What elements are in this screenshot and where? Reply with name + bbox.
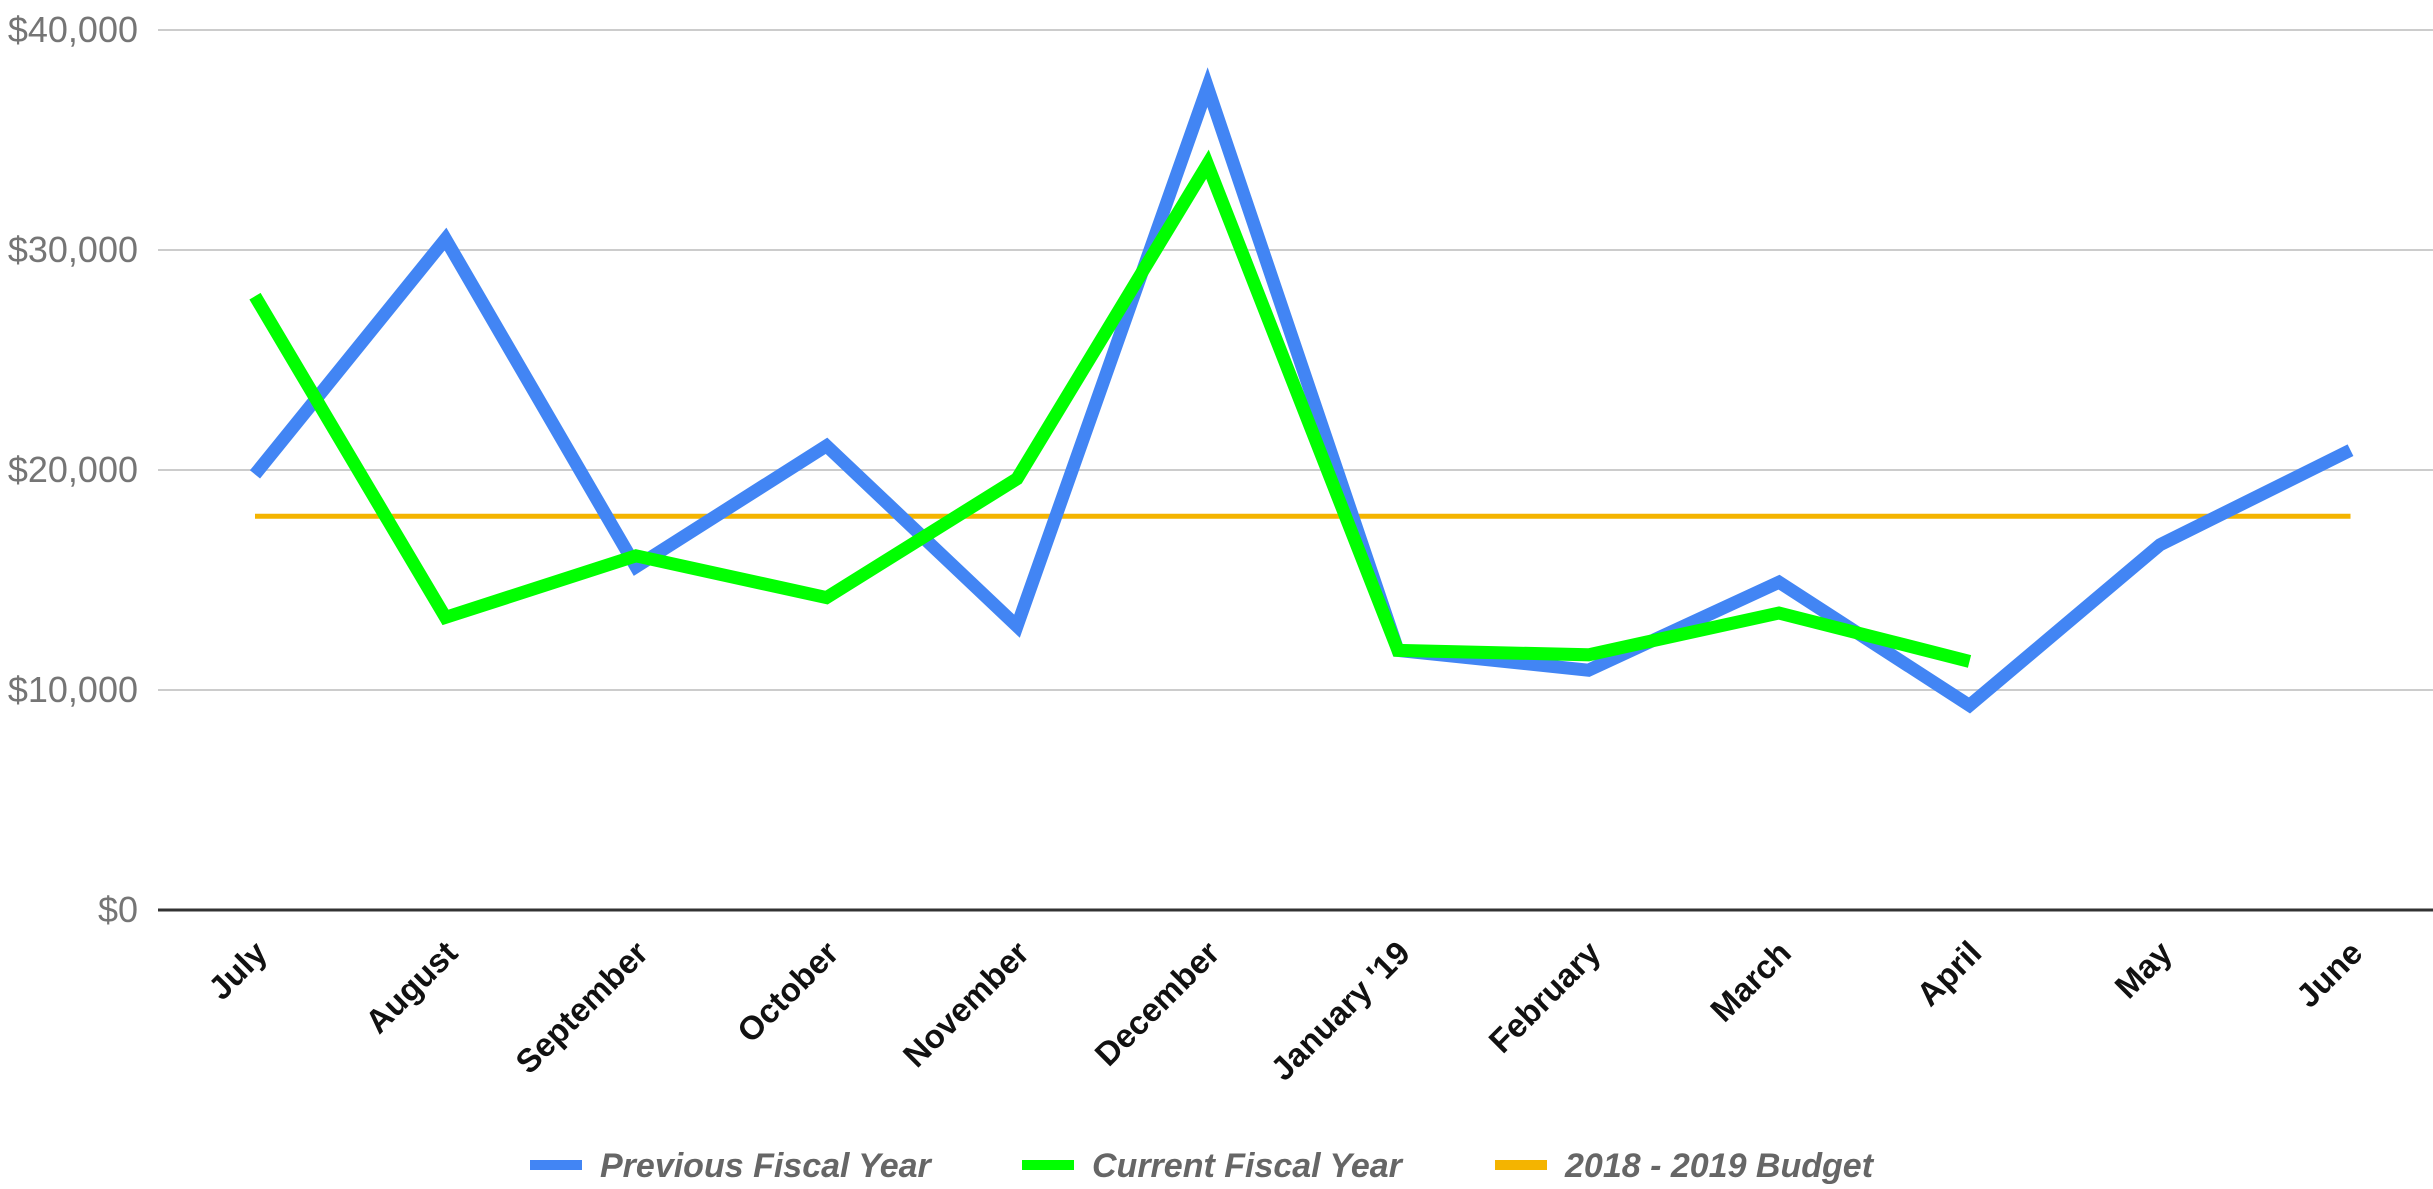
legend-item: Current Fiscal Year: [1022, 1147, 1404, 1185]
y-tick-label: $10,000: [8, 669, 138, 710]
legend-item: Previous Fiscal Year: [530, 1147, 933, 1185]
x-axis: July August September October November Decemb…: [201, 933, 2369, 1087]
y-tick-label: $30,000: [8, 229, 138, 270]
legend-label: 2018 - 2019 Budget: [1564, 1147, 1875, 1185]
series-lines: [249, 67, 2354, 714]
legend-swatch: [530, 1160, 582, 1170]
x-tick-label: May: [2107, 933, 2179, 1005]
legend-label: Previous Fiscal Year: [600, 1147, 933, 1185]
x-tick-label: November: [896, 934, 1036, 1074]
y-tick-label: $40,000: [8, 9, 138, 50]
series-line: [249, 149, 1972, 668]
x-tick-label: August: [358, 934, 465, 1041]
x-tick-label: June: [2289, 934, 2370, 1015]
y-axis: $0 $10,000 $20,000 $30,000 $40,000: [8, 9, 138, 930]
x-tick-label: March: [1703, 934, 1798, 1029]
gridlines: [158, 29, 2433, 912]
x-tick-label: December: [1087, 934, 1226, 1073]
x-tick-label: February: [1481, 933, 1607, 1059]
x-tick-label: September: [508, 934, 655, 1081]
series-previous-fiscal-year: [249, 67, 2354, 714]
legend-swatch: [1495, 1160, 1547, 1170]
series-current-fiscal-year: [249, 149, 1972, 668]
y-tick-label: $0: [98, 889, 138, 930]
legend: Previous Fiscal Year Current Fiscal Year 2…: [530, 1147, 1875, 1185]
x-tick-label: January '19: [1263, 934, 1417, 1088]
x-tick-label: July: [201, 933, 274, 1006]
legend-label: Current Fiscal Year: [1092, 1147, 1404, 1185]
y-tick-label: $20,000: [8, 449, 138, 490]
x-tick-label: October: [730, 934, 846, 1050]
series-line: [249, 67, 2354, 714]
x-tick-label: April: [1909, 934, 1988, 1013]
legend-item: 2018 - 2019 Budget: [1495, 1147, 1875, 1185]
legend-swatch: [1022, 1160, 1074, 1170]
